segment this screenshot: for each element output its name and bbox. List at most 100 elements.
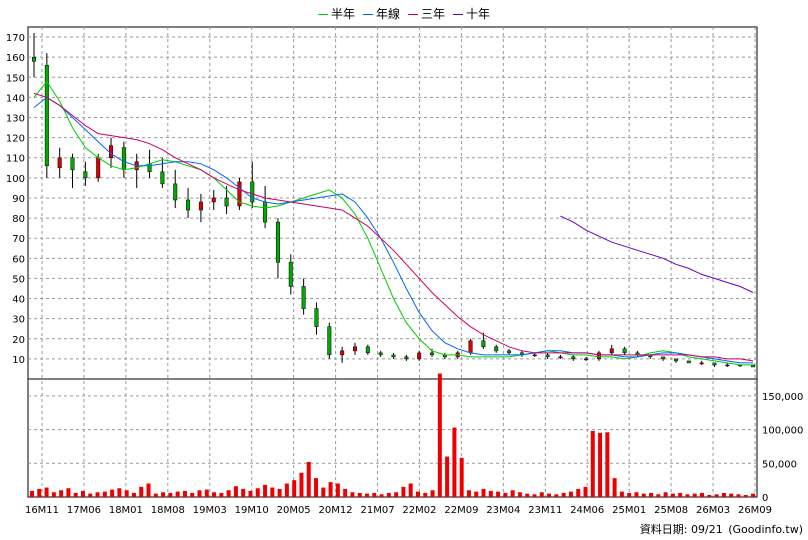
candle-body — [186, 199, 191, 211]
volume-bar — [714, 494, 719, 497]
x-tick-label: 25M01 — [612, 505, 646, 516]
candle-body — [378, 352, 383, 356]
legend-label: 三年 — [421, 7, 446, 21]
chart-legend: 半年 年線 三年 十年 — [0, 5, 808, 22]
candle-body — [327, 326, 332, 356]
candle-body — [121, 147, 126, 171]
volume-bar — [517, 492, 522, 497]
legend-item: 半年 — [317, 5, 355, 22]
price-tick-label: 90 — [12, 194, 25, 205]
volume-bar — [66, 488, 71, 497]
candle-body — [173, 183, 178, 201]
date-x-axis: 16M11 17M06 18M01 18M08 19M03 19M10 20M05 20M12… — [25, 505, 772, 516]
volume-bar — [59, 490, 64, 497]
volume-bar — [619, 491, 624, 497]
series-line — [33, 80, 753, 366]
volume-bar — [44, 487, 49, 497]
volume-bar — [605, 432, 610, 497]
volume-bar — [219, 492, 224, 497]
candle-body — [712, 362, 717, 366]
volume-bar — [182, 490, 187, 497]
volume-bar — [430, 490, 435, 497]
candle-body — [263, 201, 268, 223]
volume-bar — [241, 488, 246, 497]
price-tick-label: 140 — [6, 93, 25, 104]
candle-body — [494, 346, 499, 352]
volume-bar — [481, 488, 486, 497]
volume-bar — [532, 494, 537, 497]
price-tick-label: 110 — [6, 154, 25, 165]
candle-body — [301, 286, 306, 309]
x-tick-label: 18M01 — [109, 505, 143, 516]
volume-bar — [707, 494, 712, 497]
volume-bar — [627, 492, 632, 497]
candle-body — [340, 350, 345, 356]
volume-bar — [539, 492, 544, 497]
volume-y-axis: 0 50,000 100,000 150,000 — [762, 392, 803, 504]
candle-body — [32, 56, 36, 62]
volume-bar — [110, 489, 115, 497]
volume-bar — [175, 491, 180, 497]
volume-bars — [30, 373, 755, 497]
volume-bar — [168, 492, 173, 497]
candle-body — [468, 340, 473, 354]
x-tick-label: 24M06 — [570, 505, 604, 516]
volume-bar — [248, 490, 253, 497]
candle-body — [661, 356, 666, 360]
candle-body — [725, 364, 730, 367]
series-line — [560, 215, 754, 293]
volume-bar — [131, 492, 136, 497]
candle-body — [288, 262, 293, 287]
volume-bar — [656, 494, 661, 497]
volume-bar — [37, 488, 42, 497]
volume-bar — [153, 493, 158, 497]
candle-body — [545, 354, 550, 358]
candle-body — [584, 358, 589, 361]
legend-label: 半年 — [330, 7, 355, 21]
volume-bar — [299, 472, 304, 497]
x-tick-label: 21M07 — [360, 505, 394, 516]
candle-body — [224, 197, 229, 207]
volume-bar — [343, 488, 348, 497]
volume-bar — [503, 492, 508, 497]
candle-body — [417, 352, 422, 360]
data-source: (Goodinfo.tw) — [728, 523, 803, 536]
volume-bar — [204, 489, 209, 497]
candle-body — [250, 181, 255, 203]
volume-bar — [277, 488, 282, 497]
volume-bar — [634, 492, 639, 497]
price-tick-label: 40 — [12, 295, 25, 306]
volume-frame — [27, 378, 758, 498]
data-date-footer: 資料日期: 09/21 (Goodinfo.tw) — [638, 521, 803, 537]
volume-bar — [139, 486, 144, 497]
volume-bar — [73, 492, 78, 497]
volume-tick-label: 100,000 — [762, 426, 803, 437]
volume-bar — [649, 492, 654, 497]
volume-bar — [685, 494, 690, 497]
volume-bar — [554, 494, 559, 497]
x-tick-label: 16M11 — [25, 505, 59, 516]
price-tick-label: 20 — [12, 335, 25, 346]
volume-bar — [459, 457, 464, 497]
legend-item: 三年 — [408, 5, 445, 22]
candle-body — [83, 171, 88, 179]
volume-bar — [357, 492, 362, 497]
series-line — [33, 96, 753, 364]
candle-body — [686, 360, 691, 364]
price-tick-label: 160 — [6, 53, 25, 64]
candle-body — [70, 157, 75, 171]
price-tick-label: 120 — [6, 134, 25, 145]
price-tick-label: 60 — [12, 254, 25, 265]
candle-body — [275, 221, 280, 263]
volume-bar — [401, 486, 406, 497]
x-tick-label: 19M10 — [235, 505, 269, 516]
price-tick-label: 80 — [12, 214, 25, 225]
volume-bar — [212, 492, 217, 497]
candle-body — [44, 64, 49, 167]
moving-average-lines — [33, 80, 754, 366]
volume-bar — [270, 487, 275, 497]
price-tick-label: 30 — [12, 315, 25, 326]
volume-bar — [663, 492, 668, 497]
candle-body — [430, 352, 435, 356]
